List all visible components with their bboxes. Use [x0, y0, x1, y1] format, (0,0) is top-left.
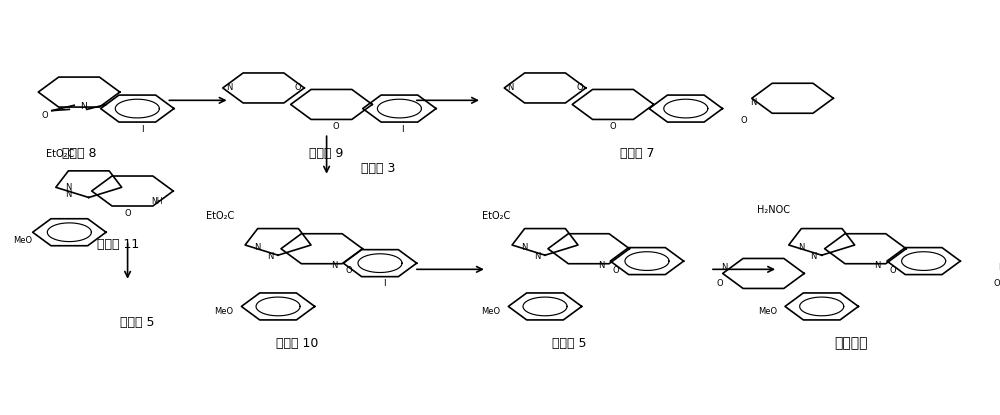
Text: O: O [741, 117, 747, 125]
Text: N: N [81, 102, 87, 111]
Text: EtO₂C: EtO₂C [206, 211, 234, 221]
Text: N: N [254, 243, 261, 252]
Text: O: O [610, 122, 616, 131]
Text: MeO: MeO [482, 307, 501, 316]
Text: O: O [42, 112, 48, 120]
Text: MeO: MeO [758, 307, 777, 316]
Text: O: O [333, 122, 340, 131]
Text: I: I [384, 279, 386, 288]
Text: N: N [751, 98, 757, 107]
Text: N: N [598, 261, 604, 270]
Text: NH: NH [151, 197, 163, 206]
Text: N: N [998, 263, 1000, 272]
Text: 化合物 8: 化合物 8 [62, 147, 96, 161]
Text: 化合物 10: 化合物 10 [276, 337, 319, 350]
Text: 化合物 11: 化合物 11 [97, 238, 139, 251]
Text: N: N [521, 243, 528, 252]
Text: O: O [576, 83, 583, 93]
Text: O: O [716, 279, 723, 288]
Text: N: N [810, 251, 817, 261]
Text: 阿派沙班: 阿派沙班 [834, 337, 868, 351]
Text: 化合物 7: 化合物 7 [620, 147, 655, 161]
Text: 化合物 5: 化合物 5 [120, 316, 155, 330]
Text: O: O [346, 266, 352, 276]
Text: EtO₂C: EtO₂C [46, 149, 74, 159]
Text: N: N [507, 83, 514, 93]
Text: N: N [267, 251, 273, 261]
Text: N: N [65, 190, 72, 199]
Text: 化合物 9: 化合物 9 [309, 147, 344, 161]
Text: MeO: MeO [13, 237, 32, 245]
Text: O: O [889, 266, 896, 276]
Text: 化合物 3: 化合物 3 [361, 162, 395, 175]
Text: N: N [798, 243, 805, 252]
Text: H₂NOC: H₂NOC [757, 205, 790, 215]
Text: 化合物 5: 化合物 5 [552, 337, 587, 350]
Text: N: N [721, 263, 728, 272]
Text: O: O [613, 266, 619, 276]
Text: N: N [534, 251, 540, 261]
Text: EtO₂C: EtO₂C [482, 211, 511, 221]
Text: I: I [401, 124, 404, 134]
Text: N: N [331, 261, 337, 270]
Text: I: I [141, 124, 143, 134]
Text: O: O [124, 209, 131, 218]
Text: N: N [65, 183, 72, 193]
Text: O: O [993, 279, 1000, 288]
Text: O: O [295, 83, 301, 93]
Text: MeO: MeO [215, 307, 234, 316]
Text: N: N [874, 261, 881, 270]
Text: N: N [226, 83, 232, 93]
